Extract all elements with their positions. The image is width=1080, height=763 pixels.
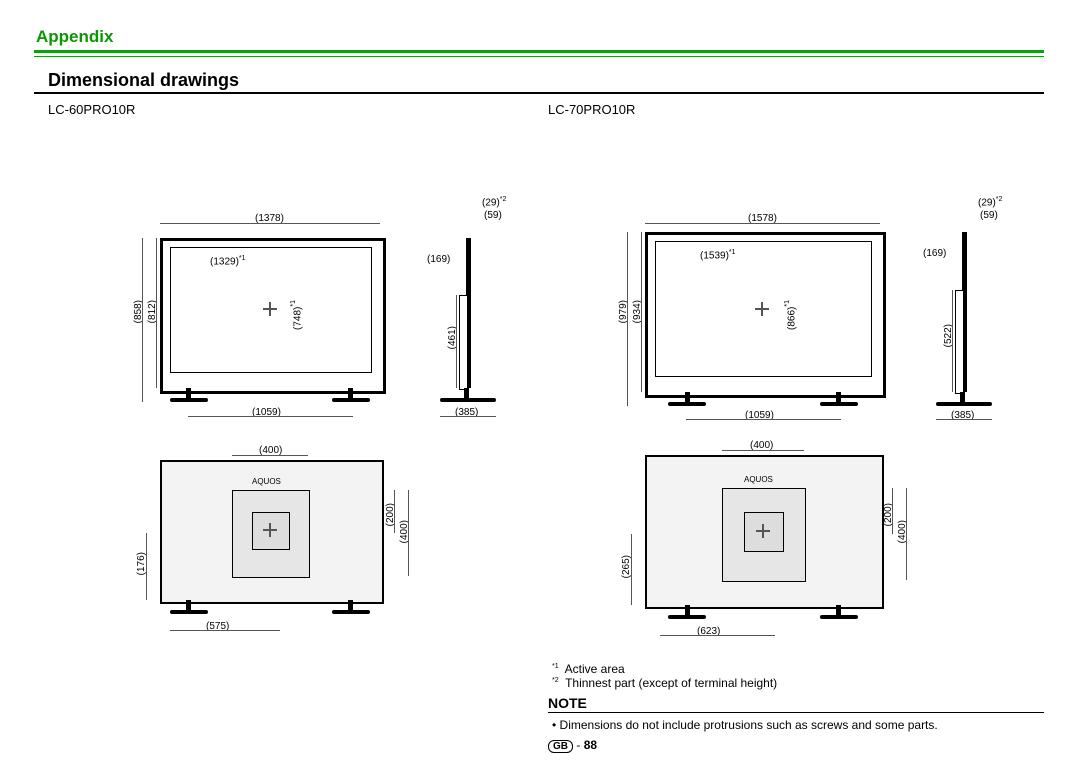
dim-text: (29) (482, 197, 500, 208)
footnote-text: Active area (565, 662, 625, 676)
dimline (906, 488, 907, 580)
footnote-mark: *1 (784, 300, 791, 307)
page-footer: GB - 88 (548, 738, 597, 753)
dim-right-w-active: (1539)*1 (700, 249, 736, 261)
left-back-foot (170, 610, 208, 614)
dimline (936, 419, 992, 420)
footnote-mark: *2 (552, 677, 559, 684)
right-back-foot (668, 615, 706, 619)
left-side-back (459, 295, 468, 390)
dimline (660, 635, 775, 636)
right-front-foot (668, 402, 706, 406)
footnote-mark: *1 (290, 300, 297, 307)
dimline (627, 232, 628, 406)
right-side-back (955, 290, 964, 394)
dim-left-d-top2: (59) (484, 210, 502, 221)
region-badge: GB (548, 740, 573, 753)
dimline (146, 533, 147, 600)
note-rule (548, 712, 1044, 713)
left-back-foot (332, 610, 370, 614)
dim-right-d-top: (29)*2 (978, 196, 1002, 208)
dimline (142, 238, 143, 402)
page-number: 88 (584, 738, 597, 752)
model-right: LC-70PRO10R (548, 102, 635, 117)
left-front-foot (170, 398, 208, 402)
dimline (394, 490, 395, 533)
dimline (641, 232, 642, 392)
note-label: NOTE (548, 695, 587, 711)
bullet-icon: • (552, 718, 556, 732)
dim-text: (1329) (210, 256, 239, 267)
dimline (645, 223, 880, 224)
footnote-text: Thinnest part (except of terminal height… (565, 676, 777, 690)
right-side-leg (960, 392, 965, 404)
dim-left-h-active: (748)*1 (290, 300, 303, 330)
left-side-leg (464, 388, 469, 400)
footnote-mark: *2 (996, 196, 1003, 203)
rule-thick (34, 50, 1044, 53)
subtitle: Dimensional drawings (48, 70, 239, 91)
dimline (408, 490, 409, 576)
dim-left-w-active: (1329)*1 (210, 255, 246, 267)
dim-left-side-mid: (169) (427, 254, 450, 265)
dimline (160, 223, 380, 224)
dim-right-side-mid: (169) (923, 248, 946, 259)
note-text: • Dimensions do not include protrusions … (552, 718, 938, 732)
footnote-mark: *1 (239, 255, 246, 262)
dimline (686, 419, 841, 420)
dimline (952, 290, 953, 392)
dim-right-d-top2: (59) (980, 210, 998, 221)
dimline (170, 630, 280, 631)
footnote-2: *2 Thinnest part (except of terminal hei… (552, 676, 777, 690)
dim-right-h-active: (866)*1 (784, 300, 797, 330)
brand-label: AQUOS (744, 475, 773, 484)
dimline (440, 416, 496, 417)
dimline (156, 238, 157, 388)
dimline (232, 455, 308, 456)
right-back-foot (820, 615, 858, 619)
dim-text: (29) (978, 197, 996, 208)
dimline (722, 450, 804, 451)
dimline (892, 488, 893, 534)
dimline (456, 295, 457, 388)
subtitle-rule (34, 92, 1044, 94)
footnote-mark: *1 (552, 663, 559, 670)
rule-thin (34, 56, 1044, 57)
center-mark-icon (263, 302, 277, 316)
dim-left-d-top: (29)*2 (482, 196, 506, 208)
sep: - (576, 738, 580, 752)
center-mark-icon (756, 524, 770, 538)
dim-text: (748) (292, 307, 303, 330)
note-body: Dimensions do not include protrusions su… (560, 718, 938, 732)
right-front-foot (820, 402, 858, 406)
brand-label: AQUOS (252, 477, 281, 486)
left-front-foot (332, 398, 370, 402)
section-title: Appendix (36, 27, 113, 47)
dim-text: (866) (786, 307, 797, 330)
footnote-mark: *2 (500, 196, 507, 203)
dim-text: (1539) (700, 250, 729, 261)
dimline (631, 534, 632, 605)
center-mark-icon (755, 302, 769, 316)
footnote-mark: *1 (729, 249, 736, 256)
center-mark-icon (263, 523, 277, 537)
dimline (188, 416, 353, 417)
model-left: LC-60PRO10R (48, 102, 135, 117)
footnote-1: *1 Active area (552, 662, 625, 676)
